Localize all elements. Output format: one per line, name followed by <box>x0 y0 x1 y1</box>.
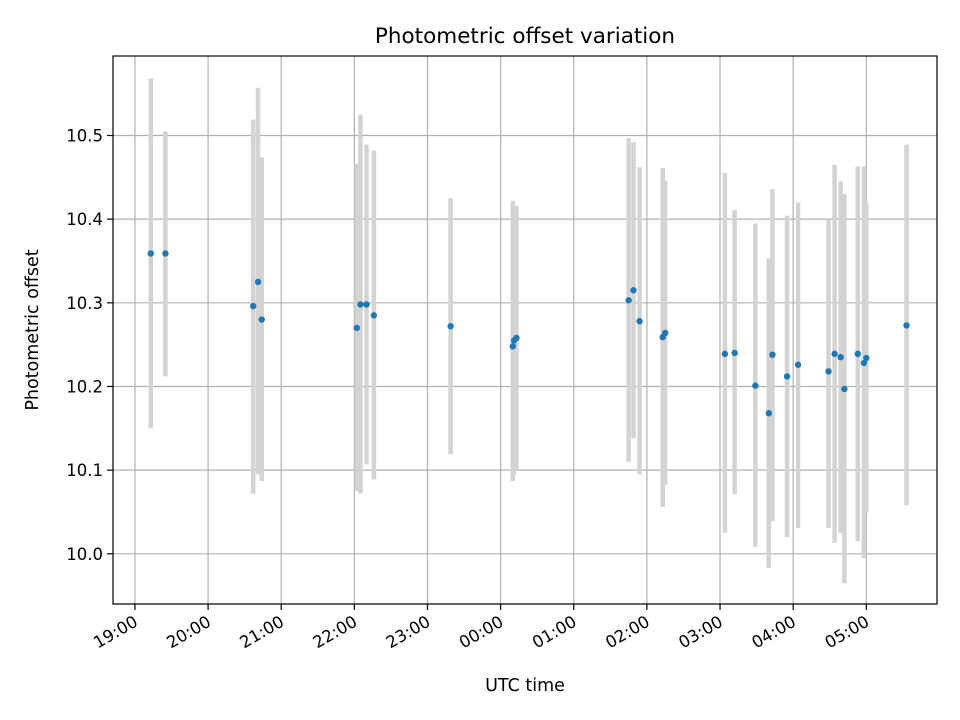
data-point <box>721 350 729 358</box>
y-axis-ticks: 10.0 10.1 10.2 10.3 10.4 10.5 <box>66 126 113 564</box>
data-point <box>258 316 265 323</box>
data-point <box>752 382 759 389</box>
data-point <box>447 323 454 330</box>
data-point <box>636 318 643 325</box>
data-point <box>825 368 832 375</box>
data-point <box>357 301 364 308</box>
data-point <box>513 334 520 342</box>
data-point <box>863 354 870 362</box>
data-point <box>794 361 802 368</box>
y-tick-label: 10.4 <box>66 210 103 229</box>
data-point <box>370 312 378 319</box>
data-point <box>254 278 262 286</box>
data-point <box>661 329 669 337</box>
data-point <box>147 250 154 257</box>
data-point <box>630 287 637 294</box>
data-point <box>509 343 517 350</box>
data-point <box>783 373 791 380</box>
data-point <box>353 324 360 332</box>
data-point <box>831 350 838 358</box>
data-point <box>854 350 861 358</box>
data-point <box>765 410 772 417</box>
y-tick-label: 10.3 <box>66 294 103 313</box>
data-points <box>147 250 910 417</box>
data-point <box>363 301 370 308</box>
plot-frame <box>112 55 938 605</box>
data-point <box>903 322 910 329</box>
data-point <box>162 250 169 257</box>
data-point <box>860 359 868 367</box>
data-point <box>837 353 844 361</box>
data-point <box>625 297 632 304</box>
x-axis-label: UTC time <box>485 676 565 696</box>
data-point <box>841 385 848 393</box>
y-tick-label: 10.2 <box>66 377 103 396</box>
data-point <box>731 349 738 357</box>
y-tick-label: 10.1 <box>66 461 103 480</box>
data-point <box>769 351 776 358</box>
y-tick-label: 10.0 <box>66 545 103 564</box>
y-tick-label: 10.5 <box>66 126 103 145</box>
chart-title: Photometric offset variation <box>375 24 675 49</box>
data-point <box>249 302 257 310</box>
y-axis-label: Photometric offset <box>23 249 43 410</box>
